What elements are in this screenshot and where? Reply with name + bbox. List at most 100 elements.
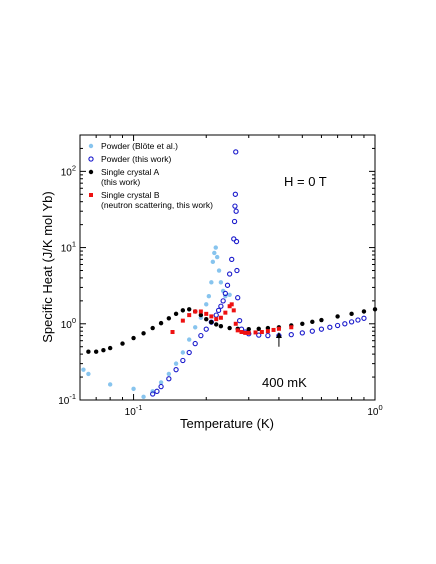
series-2-point (227, 325, 232, 331)
series-2-point (180, 308, 186, 313)
series-1-point (222, 290, 229, 297)
series-0-point (131, 386, 136, 392)
legend-marker-0 (88, 143, 94, 149)
legend-label-1: Powder (this work) (101, 154, 172, 164)
series-3-point (180, 318, 185, 323)
series-0-point (107, 382, 113, 387)
series-1-point (220, 298, 226, 304)
axis-ticks (79, 134, 376, 401)
series-1-point (180, 357, 186, 364)
series-1-point (150, 391, 156, 397)
series-3-point (253, 330, 258, 335)
y-axis-title: Specific Heat (J/K mol Yb) (40, 191, 55, 342)
series-1-point (355, 317, 361, 323)
series-1-point (226, 271, 233, 277)
series-2-point (310, 319, 315, 325)
series-3-point (198, 309, 203, 314)
series-0-point (213, 245, 218, 250)
legend: Powder (Blöte et al.) Powder (this work) S… (88, 141, 213, 210)
series-1-point (234, 267, 240, 274)
series-0-point (81, 367, 86, 372)
series-2-point (204, 316, 209, 322)
series-1-point (224, 282, 231, 288)
series-1-point (186, 349, 192, 356)
series-3-point (170, 330, 175, 335)
series-3-point (271, 327, 276, 332)
series-3-point (223, 310, 228, 315)
y-tick-label: 100 (61, 316, 76, 331)
series-2-point (246, 326, 251, 332)
series-0-point (187, 337, 192, 342)
series-2-point (187, 307, 192, 312)
series-3-point (218, 315, 223, 320)
series-3-point (193, 309, 198, 314)
series-1-point (309, 328, 315, 334)
series-3-point (187, 313, 192, 318)
legend-marker-3 (89, 193, 93, 197)
series-3-point (239, 330, 244, 335)
series-0-point (192, 325, 198, 330)
series-2-point (158, 320, 164, 326)
series-3-point (233, 321, 238, 326)
series-2-point (120, 341, 125, 346)
series-2-point (198, 312, 204, 318)
series-2-point (101, 348, 106, 353)
legend-label-2: (this work) (101, 177, 140, 187)
series-0-point (173, 361, 179, 366)
series-2-point (93, 349, 99, 354)
series-2-point (319, 317, 324, 323)
series-1-point (318, 326, 325, 332)
x-tick-label: 10-1 (125, 403, 143, 418)
series-3-point (229, 302, 234, 307)
series-3-point (246, 330, 251, 335)
series-2-point (349, 311, 354, 317)
series-3-point (276, 326, 281, 331)
series-2-point (86, 349, 91, 354)
series-0-point (210, 259, 216, 265)
series-3-point (231, 308, 236, 313)
legend-label-2: Single crystal A (101, 167, 159, 177)
arrow-head (275, 332, 282, 339)
x-tick-label: 100 (367, 403, 382, 418)
series-0-point (214, 254, 220, 260)
series-2-point (372, 307, 378, 312)
series-1-point (232, 191, 239, 197)
arrow-label: 400 mK (262, 375, 307, 390)
series-2-point (131, 335, 136, 341)
series-3-point (235, 328, 240, 333)
legend-label-3: (neutron scattering, this work) (101, 200, 213, 210)
series-3-point (227, 304, 232, 309)
plot-frame (79, 134, 376, 401)
x-axis-title: Temperature (K) (180, 416, 274, 431)
series-1-point (342, 321, 348, 327)
series-3-point (214, 317, 219, 322)
series-1-point (233, 208, 239, 214)
series-0-point (86, 371, 91, 377)
series-0-point (218, 280, 224, 285)
series-1-point (192, 340, 198, 347)
series-1-point (327, 324, 333, 330)
series-3-point (259, 330, 264, 335)
series-2-point (361, 309, 367, 314)
series-1-point (265, 332, 271, 339)
series-0-point (180, 350, 186, 355)
series-2-point (218, 323, 224, 329)
series-0-point (141, 394, 146, 400)
series-3-point (243, 330, 248, 335)
series-2-point (173, 311, 179, 317)
series-0-point (204, 302, 209, 307)
series-0-point (158, 380, 164, 385)
series-1-point (166, 376, 172, 382)
y-tick-label: 10-1 (58, 392, 76, 407)
series-1-point (218, 303, 224, 309)
series-0-point (227, 292, 232, 298)
series-1-point (299, 330, 305, 336)
series-1-point (231, 218, 238, 225)
series-1-point (203, 326, 209, 332)
series-1-point (233, 238, 240, 245)
series-2-point (214, 322, 219, 327)
series-1-point (173, 367, 179, 373)
series-1-point (348, 319, 355, 325)
series-2-point (300, 321, 305, 326)
series-1-point (198, 332, 204, 339)
